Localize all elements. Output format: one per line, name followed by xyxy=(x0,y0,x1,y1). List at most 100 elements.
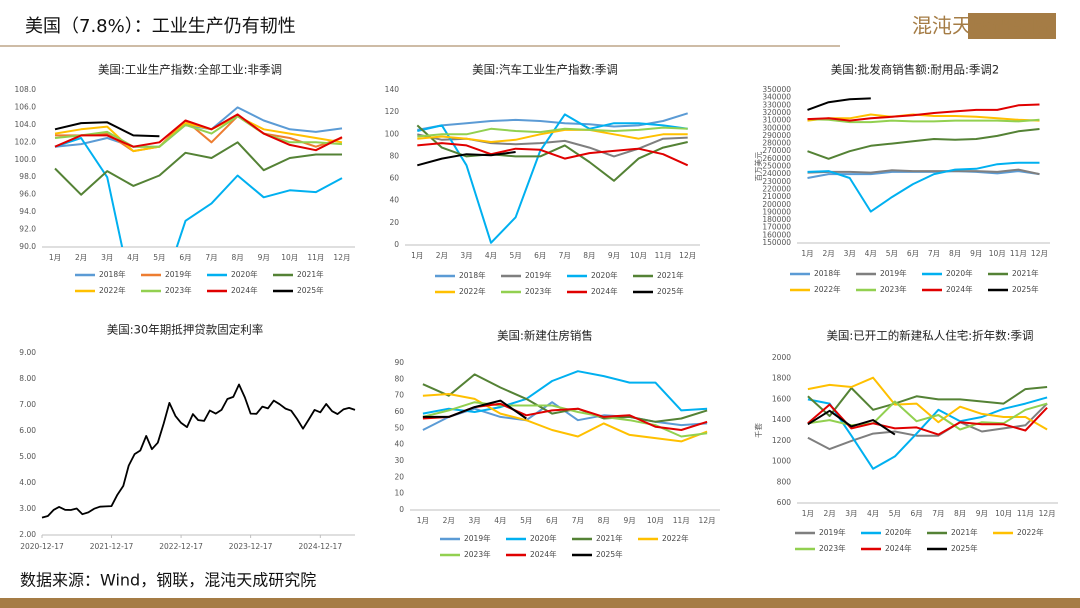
legend-label: 2024年 xyxy=(946,284,973,294)
legend-label: 2023年 xyxy=(464,549,491,559)
x-tick-label: 3月 xyxy=(468,516,480,525)
y-tick-label: 98.0 xyxy=(19,172,36,181)
series-line xyxy=(422,401,708,438)
y-tick-label: 60 xyxy=(394,407,404,416)
logo: 混沌天成研究院 xyxy=(912,14,1052,38)
x-tick-label: 10月 xyxy=(281,253,298,262)
x-tick-label: 5月 xyxy=(153,253,165,262)
chart-title: 美国:新建住房销售 xyxy=(497,329,593,343)
x-tick-label: 9月 xyxy=(258,253,270,262)
legend-label: 2024年 xyxy=(885,543,912,553)
x-tick-label: 6月 xyxy=(534,251,546,260)
x-tick-label: 7月 xyxy=(559,251,571,260)
x-tick-label: 8月 xyxy=(954,509,966,518)
series-line xyxy=(807,113,1040,122)
y-tick-label: 330000 xyxy=(762,100,791,109)
x-tick-label: 12月 xyxy=(1031,249,1048,258)
series-line xyxy=(807,97,871,111)
series-line xyxy=(807,402,1048,451)
y-tick-label: 200000 xyxy=(762,200,791,209)
x-tick-label: 7月 xyxy=(572,516,584,525)
chart-title: 美国:汽车工业生产指数:季调 xyxy=(472,63,618,77)
series-line xyxy=(54,137,343,247)
legend-label: 2022年 xyxy=(459,286,486,296)
chart-title: 美国:工业生产指数:全部工业:非季调 xyxy=(98,63,282,77)
x-tick-label: 3月 xyxy=(844,249,856,258)
x-tick-label: 2020-12-17 xyxy=(20,542,64,551)
legend-label: 2019年 xyxy=(165,269,192,279)
y-tick-label: 20 xyxy=(389,218,399,227)
legend-label: 2025年 xyxy=(951,543,978,553)
legend-label: 2020年 xyxy=(885,527,912,537)
page-title: 美国（7.8%）：工业生产仍有韧性 xyxy=(25,16,296,37)
x-tick-label: 4月 xyxy=(485,251,497,260)
y-tick-label: 20 xyxy=(394,472,404,481)
y-tick-label: 10 xyxy=(394,489,404,498)
y-tick-label: 90.0 xyxy=(19,242,36,251)
x-tick-label: 7月 xyxy=(928,249,940,258)
x-tick-label: 3月 xyxy=(460,251,472,260)
x-tick-label: 8月 xyxy=(598,516,610,525)
legend-label: 2025年 xyxy=(657,286,684,296)
series-line xyxy=(417,142,689,167)
chart-title: 美国:30年期抵押贷款固定利率 xyxy=(107,323,264,337)
series-line xyxy=(807,168,1040,176)
y-tick-label: 150000 xyxy=(762,238,791,247)
y-tick-label: 320000 xyxy=(762,108,791,117)
x-tick-label: 4月 xyxy=(494,516,506,525)
y-tick-label: 70 xyxy=(394,391,404,400)
x-tick-label: 10月 xyxy=(630,251,647,260)
y-tick-label: 7.00 xyxy=(19,400,36,409)
series-line xyxy=(807,103,1040,122)
legend-label: 2018年 xyxy=(814,268,841,278)
y-tick-label: 350000 xyxy=(762,85,791,94)
y-tick-label: 80 xyxy=(389,151,399,160)
y-tick-label: 2.00 xyxy=(19,530,36,539)
y-tick-label: 160000 xyxy=(762,230,791,239)
x-tick-label: 10月 xyxy=(647,516,664,525)
y-tick-label: 108.0 xyxy=(15,85,37,94)
series-line xyxy=(422,393,708,443)
x-tick-label: 5月 xyxy=(520,516,532,525)
series-line xyxy=(807,118,1040,124)
y-tick-label: 40 xyxy=(389,196,399,205)
x-tick-label: 2月 xyxy=(822,249,834,258)
legend-label: 2022年 xyxy=(99,285,126,295)
x-tick-label: 5月 xyxy=(509,251,521,260)
x-tick-label: 2月 xyxy=(436,251,448,260)
series-line xyxy=(807,161,1040,213)
legend-label: 2021年 xyxy=(596,533,623,543)
y-tick-label: 1800 xyxy=(772,374,791,383)
footer-bar xyxy=(0,598,1080,608)
y-tick-label: 102.0 xyxy=(15,137,37,146)
x-tick-label: 11月 xyxy=(673,516,690,525)
legend-label: 2020年 xyxy=(530,533,557,543)
source-note: 数据来源：Wind，钢联，混沌天成研究院 xyxy=(20,571,316,590)
series-line xyxy=(417,128,688,143)
x-tick-label: 11月 xyxy=(1010,249,1027,258)
x-tick-label: 2024-12-17 xyxy=(299,542,343,551)
x-tick-label: 4月 xyxy=(867,509,879,518)
y-tick-label: 340000 xyxy=(762,93,791,102)
legend-label: 2020年 xyxy=(591,270,618,280)
x-tick-label: 10月 xyxy=(995,509,1012,518)
y-tick-label: 40 xyxy=(394,440,404,449)
series-line xyxy=(417,112,688,131)
series-line xyxy=(807,386,1048,417)
legend-label: 2019年 xyxy=(880,268,907,278)
legend-label: 2020年 xyxy=(946,268,973,278)
legend-label: 2025年 xyxy=(1012,284,1039,294)
series-line xyxy=(422,399,527,420)
series-line xyxy=(54,141,342,196)
y-tick-label: 96.0 xyxy=(19,190,36,199)
y-tick-label: 300000 xyxy=(762,123,791,132)
x-tick-label: 3月 xyxy=(845,509,857,518)
x-tick-label: 9月 xyxy=(608,251,620,260)
y-tick-label: 250000 xyxy=(762,162,791,171)
legend-label: 2021年 xyxy=(1012,268,1039,278)
series-line xyxy=(422,373,708,423)
y-tick-label: 90 xyxy=(394,358,404,367)
y-tick-label: 190000 xyxy=(762,207,791,216)
y-tick-label: 80 xyxy=(394,374,404,383)
